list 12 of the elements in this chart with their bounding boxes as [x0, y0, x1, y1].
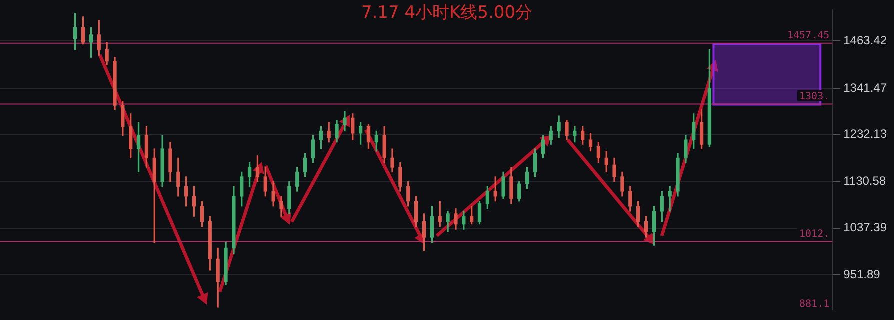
annotation: 881.1 [800, 298, 830, 310]
y-tick-label: 1232.13 [844, 127, 888, 142]
y-tick-label: 1130.58 [844, 174, 886, 188]
y-tick-label: 1463.42 [844, 33, 888, 48]
y-tick-label: 951.89 [844, 267, 881, 282]
y-tick-label: 1341.47 [844, 80, 888, 95]
candlestick [668, 186, 672, 212]
y-tick-label: 1037.39 [844, 220, 888, 235]
ref-line-label: 1457.45 [787, 30, 830, 42]
chart-title: 7.17 4小时K线5.00分 [360, 2, 534, 24]
ref-line-label: 1012. [800, 228, 830, 240]
ref-line-label: 1303. [800, 91, 830, 102]
